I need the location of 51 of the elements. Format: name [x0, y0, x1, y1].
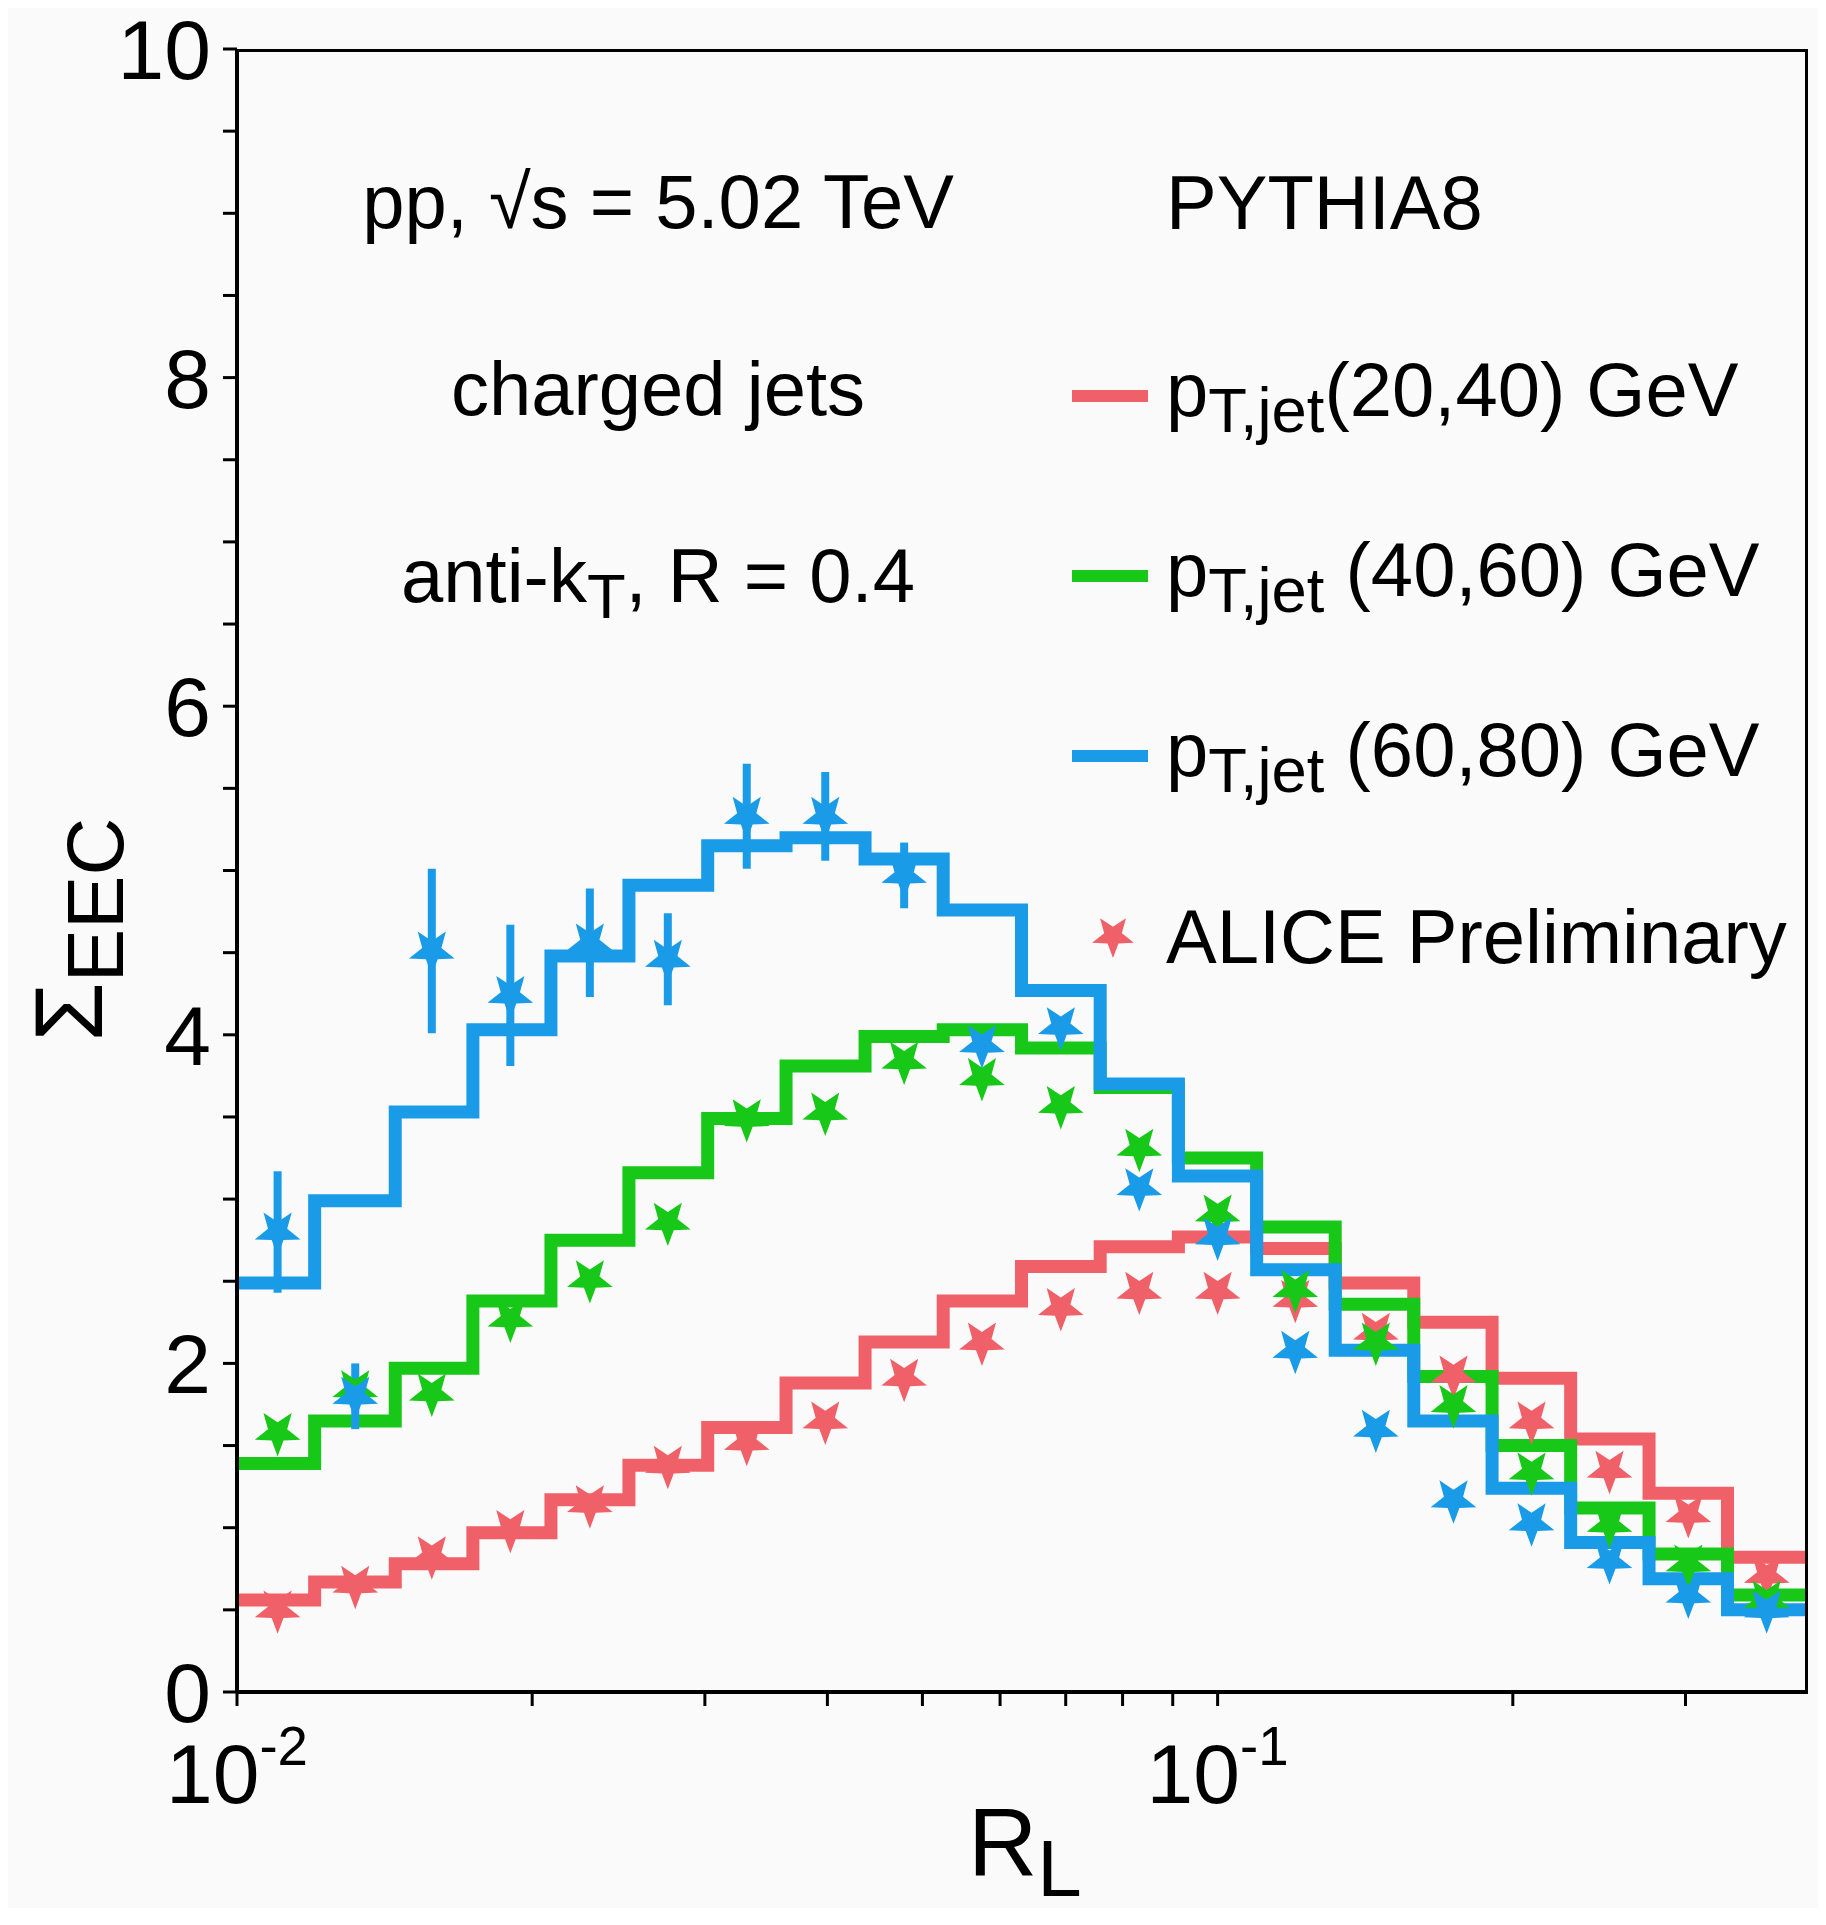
point — [1194, 1217, 1241, 1261]
legend-label: p$_{T,jet}$ (40,60) GeV — [1166, 525, 1760, 627]
y-tick-label: 2 — [164, 1317, 211, 1412]
y-tick-label: 4 — [164, 988, 211, 1083]
point — [1272, 1270, 1319, 1314]
x-axis-title: R$_{L}$ — [968, 1788, 1082, 1916]
point — [1586, 1450, 1633, 1495]
point — [1743, 1590, 1790, 1634]
point — [959, 1025, 1005, 1069]
point — [1665, 1544, 1712, 1588]
legend-label: p$_{T,jet}$(20,40) GeV — [1166, 345, 1739, 447]
point — [1430, 1385, 1477, 1429]
annotation: pp, √s = 5.02 TeV — [361, 158, 955, 245]
point — [254, 1412, 301, 1457]
y-tick-label: 10 — [117, 3, 211, 97]
point — [567, 1485, 613, 1529]
point — [1037, 1086, 1084, 1130]
point — [408, 1373, 455, 1417]
point — [1353, 1409, 1399, 1454]
annotation: charged jets — [450, 345, 866, 432]
point — [332, 1565, 379, 1610]
legend-title: PYTHIA8 — [1166, 159, 1484, 246]
point — [1508, 1401, 1555, 1445]
point — [1037, 1007, 1084, 1051]
point — [959, 1322, 1005, 1367]
point — [1353, 1322, 1399, 1367]
y-tick-label: 8 — [164, 331, 211, 426]
annotation: anti-k$_{T}$, R = 0.4 — [400, 532, 916, 633]
point — [1116, 1168, 1163, 1212]
point — [959, 1058, 1005, 1102]
point — [881, 1041, 927, 1086]
point — [567, 1260, 613, 1304]
x-tick-label: 10$^{-1}$ — [1146, 1716, 1289, 1821]
point — [1272, 1330, 1319, 1375]
point — [1194, 1271, 1241, 1316]
point — [802, 1401, 849, 1445]
point — [1116, 1128, 1163, 1173]
point — [802, 1092, 849, 1137]
point — [254, 1590, 301, 1634]
point — [644, 1202, 691, 1247]
point — [1508, 1503, 1555, 1547]
point — [1430, 1480, 1477, 1524]
point — [1116, 1271, 1163, 1316]
legend-label: ALICE Preliminary — [1166, 892, 1787, 980]
point — [644, 1445, 691, 1490]
point — [723, 1099, 770, 1143]
legend-label: p$_{T,jet}$ (60,80) GeV — [1166, 705, 1760, 807]
point — [1037, 1288, 1084, 1332]
point — [1508, 1452, 1555, 1496]
point — [881, 1358, 927, 1403]
y-tick-label: 6 — [164, 660, 211, 755]
